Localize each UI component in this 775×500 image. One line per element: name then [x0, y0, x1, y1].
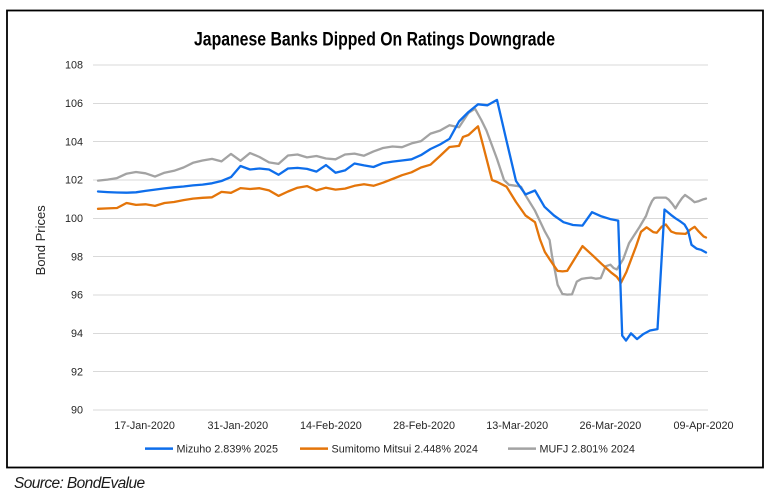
svg-text:Japanese Banks Dipped On Ratin: Japanese Banks Dipped On Ratings Downgra…: [194, 29, 555, 50]
svg-text:MUFJ 2.801% 2024: MUFJ 2.801% 2024: [540, 443, 635, 455]
svg-text:102: 102: [65, 175, 83, 187]
svg-text:Source: BondEvalue: Source: BondEvalue: [14, 475, 145, 492]
svg-text:28-Feb-2020: 28-Feb-2020: [393, 420, 455, 432]
svg-text:92: 92: [71, 366, 83, 378]
svg-text:26-Mar-2020: 26-Mar-2020: [579, 420, 641, 432]
svg-text:96: 96: [71, 290, 83, 302]
svg-text:106: 106: [65, 98, 83, 110]
svg-text:17-Jan-2020: 17-Jan-2020: [114, 420, 175, 432]
svg-text:Sumitomo Mitsui 2.448% 2024: Sumitomo Mitsui 2.448% 2024: [332, 443, 478, 455]
svg-text:Mizuho 2.839% 2025: Mizuho 2.839% 2025: [177, 443, 278, 455]
svg-text:31-Jan-2020: 31-Jan-2020: [207, 420, 268, 432]
svg-text:14-Feb-2020: 14-Feb-2020: [300, 420, 362, 432]
svg-text:13-Mar-2020: 13-Mar-2020: [486, 420, 548, 432]
svg-text:Bond Prices: Bond Prices: [33, 205, 48, 276]
svg-text:100: 100: [65, 213, 83, 225]
svg-text:104: 104: [65, 136, 83, 148]
svg-text:108: 108: [65, 60, 83, 72]
svg-text:90: 90: [71, 405, 83, 417]
svg-text:09-Apr-2020: 09-Apr-2020: [673, 420, 733, 432]
svg-text:94: 94: [71, 328, 83, 340]
svg-text:98: 98: [71, 251, 83, 263]
